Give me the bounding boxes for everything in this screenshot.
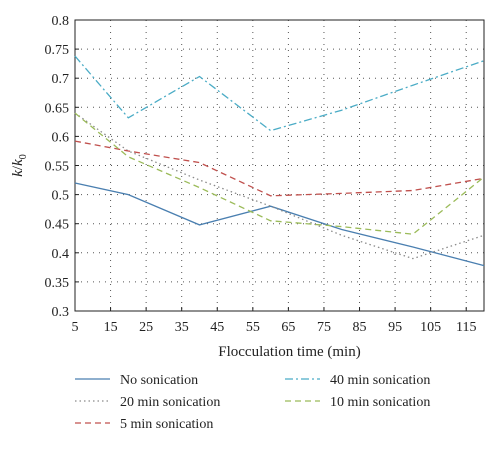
y-tick-label: 0.8 <box>52 14 70 29</box>
legend-item: 5 min sonication <box>75 417 213 432</box>
y-axis-ticks: 0.3 0.35 0.4 0.45 0.5 0.55 0.6 0.65 0.7 0.75 0.8 <box>45 14 79 320</box>
y-tick-label: 0.7 <box>52 72 70 87</box>
legend-label: 10 min sonication <box>330 395 430 410</box>
x-tick-label: 115 <box>456 320 476 335</box>
y-tick-label: 0.45 <box>45 218 70 233</box>
y-axis-label: k/k0 <box>10 154 29 177</box>
y-tick-label: 0.55 <box>45 160 70 175</box>
y-tick-label: 0.65 <box>45 101 70 116</box>
x-tick-label: 105 <box>420 320 441 335</box>
x-tick-label: 75 <box>317 320 331 335</box>
y-tick-label: 0.75 <box>45 43 70 58</box>
legend-label: No sonication <box>120 373 198 388</box>
grid <box>75 20 484 311</box>
y-tick-label: 0.5 <box>52 189 70 204</box>
series-line-20-min-sonication <box>74 112 485 260</box>
legend: No sonication 40 min sonication 20 min son… <box>75 373 430 432</box>
y-axis-label-denominator: k <box>10 159 26 166</box>
y-tick-label: 0.35 <box>45 276 70 291</box>
y-axis-label-numerator: k <box>10 170 26 177</box>
y-tick-label: 0.6 <box>52 130 70 145</box>
series-line-10-min-sonication <box>74 112 485 235</box>
x-axis-ticks: 5 15 25 35 45 55 65 75 85 95 105 115 <box>72 307 476 335</box>
legend-label: 40 min sonication <box>330 373 430 388</box>
x-axis-label: Flocculation time (min) <box>218 344 360 360</box>
series-layer <box>74 55 485 267</box>
y-tick-label: 0.4 <box>52 247 70 262</box>
series-line-40-min-sonication <box>74 55 485 132</box>
x-tick-label: 25 <box>139 320 153 335</box>
x-tick-label: 95 <box>388 320 402 335</box>
legend-item: 40 min sonication <box>285 373 430 388</box>
x-tick-label: 35 <box>175 320 189 335</box>
x-tick-label: 45 <box>210 320 224 335</box>
series-line-5-min-sonication <box>74 140 485 197</box>
legend-label: 20 min sonication <box>120 395 220 410</box>
x-tick-label: 55 <box>246 320 260 335</box>
x-tick-label: 65 <box>281 320 295 335</box>
legend-item: 10 min sonication <box>285 395 430 410</box>
x-tick-label: 85 <box>353 320 367 335</box>
y-tick-label: 0.3 <box>52 305 70 320</box>
series-line-no-sonication <box>74 182 485 267</box>
y-axis-label-slash: / <box>10 165 26 170</box>
y-axis-label-subscript: 0 <box>18 154 29 159</box>
legend-item: No sonication <box>75 373 198 388</box>
x-tick-label: 5 <box>72 320 79 335</box>
legend-item: 20 min sonication <box>75 395 220 410</box>
x-tick-label: 15 <box>104 320 118 335</box>
legend-label: 5 min sonication <box>120 417 213 432</box>
